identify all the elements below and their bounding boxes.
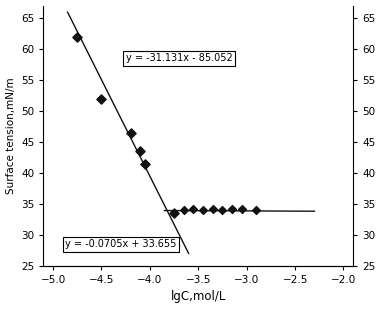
Text: y = -31.131x - 85.052: y = -31.131x - 85.052 [126,53,232,63]
Point [200,208,206,213]
Point [253,208,259,213]
X-axis label: lgC,mol/L: lgC,mol/L [171,290,226,303]
Text: y = -0.0705x + 33.655: y = -0.0705x + 33.655 [65,239,176,249]
Point [229,207,235,212]
Point [142,161,148,166]
Point [181,208,187,213]
Point [219,208,226,213]
Point [210,207,216,212]
Point [239,206,245,211]
Point [171,211,177,216]
Point [128,130,134,135]
Point [74,34,80,39]
Point [98,96,104,101]
Point [190,207,197,212]
Y-axis label: Surface tension,mN/m: Surface tension,mN/m [6,77,16,194]
Point [137,149,143,154]
